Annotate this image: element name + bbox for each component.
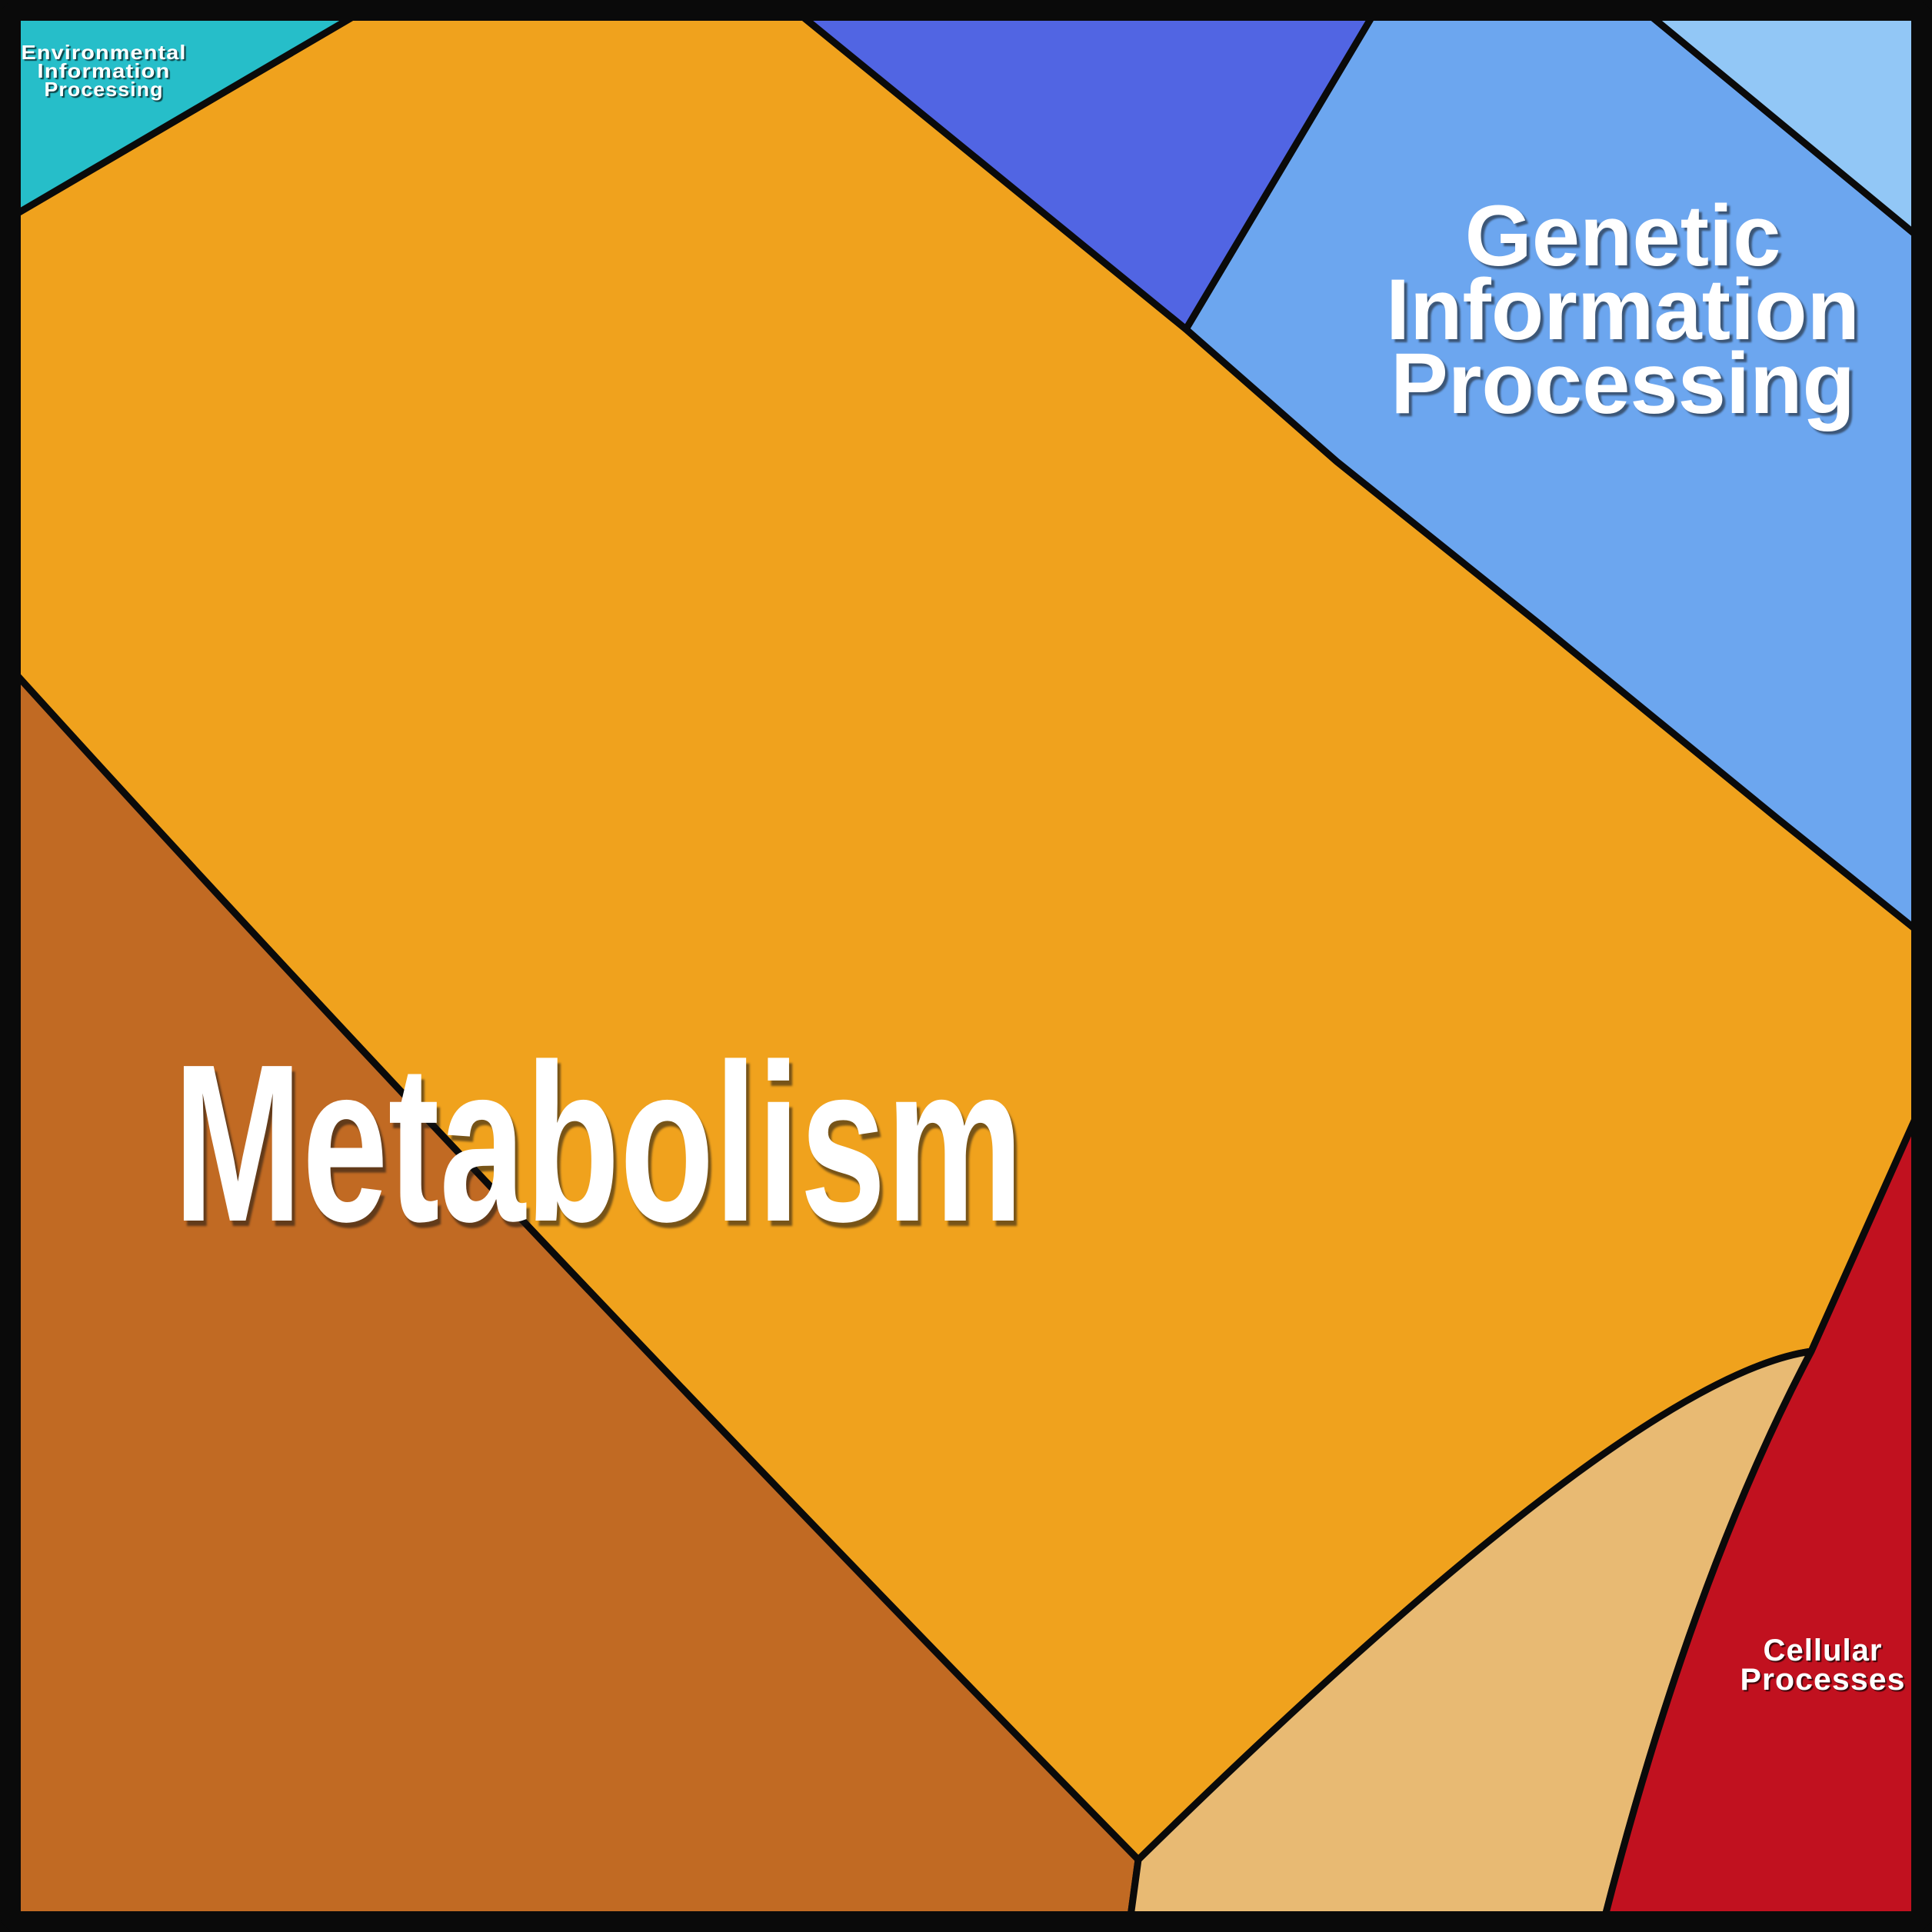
environmental-label-line-3: Processing [45,78,164,101]
metabolism-label: Metabolism [174,1018,1024,1268]
genetic-label-line-3: Processing [1391,335,1855,431]
environmental-label-line-2: Information [38,59,171,82]
cellular-processes-label-line-2: Processes [1740,1663,1906,1697]
region-cellular-processes[interactable] [1600,1100,1926,1926]
region-unlabeled-brown[interactable] [6,664,1142,1926]
cellular-processes-label-line-1: Cellular [1764,1634,1883,1667]
genetic-label-line-1: Genetic [1465,188,1781,284]
genetic-label-line-2: Information [1386,261,1860,358]
environmental-label-line-1: Environmental [22,41,187,64]
